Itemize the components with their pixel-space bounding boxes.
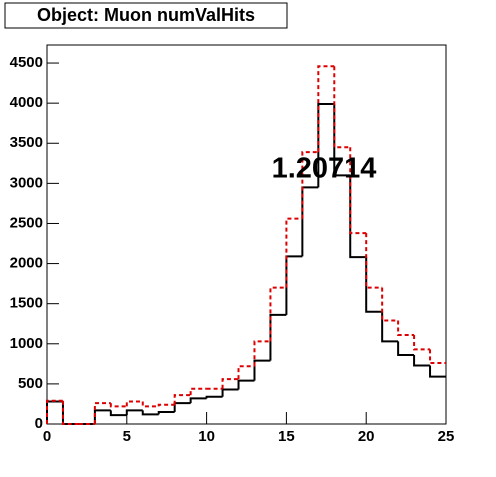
y-tick-label: 4000 (10, 94, 43, 111)
histogram-bin (333, 103, 351, 177)
y-tick-label: 500 (18, 375, 43, 392)
histogram-bin (429, 365, 446, 378)
histogram-bin (141, 410, 159, 416)
histogram-bin (397, 341, 415, 357)
histogram-bin (157, 403, 175, 407)
y-tick-label: 2500 (10, 214, 43, 231)
histogram-bin (269, 286, 287, 342)
histogram-bin (285, 217, 303, 288)
histogram-bin (205, 395, 223, 399)
histogram-bin (189, 387, 207, 396)
histogram-bin (141, 401, 159, 408)
x-tick-label: 5 (123, 428, 131, 445)
frame (46, 44, 447, 425)
histogram-bin (365, 233, 383, 289)
x-tick-label: 10 (198, 428, 215, 445)
histogram-bin (317, 102, 335, 188)
chart-title: Object: Muon numValHits (37, 5, 255, 25)
x-tick-label: 15 (278, 428, 295, 445)
y-tick-label: 3500 (10, 134, 43, 151)
histogram-bin (301, 151, 319, 219)
histogram-bin (125, 409, 143, 416)
histogram-bin (269, 313, 287, 361)
histogram-bin (397, 320, 415, 336)
histogram-bin (317, 65, 335, 153)
histogram-bin (93, 402, 111, 424)
x-tick-label: 0 (43, 428, 51, 445)
histogram-bin (333, 66, 351, 149)
histogram-bin (237, 379, 255, 390)
histogram-bin (61, 400, 79, 425)
histogram-bin (253, 359, 271, 381)
histogram-bin (381, 287, 399, 322)
title-box (4, 2, 288, 29)
y-tick-label: 3000 (10, 174, 43, 191)
histogram-bin (125, 400, 143, 407)
histogram-bin (381, 311, 399, 343)
histogram-bin (221, 378, 239, 389)
histogram-bin (189, 397, 207, 404)
histogram-bin (349, 147, 367, 235)
histogram-bin (46, 399, 63, 424)
histogram-bin (157, 410, 175, 415)
histogram-bin (413, 355, 431, 367)
annotation: 1.20714 (272, 153, 377, 185)
y-tick-label: 1000 (10, 335, 43, 352)
histogram-bin (429, 349, 446, 365)
y-tick-label: 0 (35, 415, 43, 432)
histogram-bin (413, 334, 431, 351)
histogram-bin (237, 365, 255, 380)
histogram-bin (109, 403, 127, 408)
histogram-bin (349, 175, 367, 259)
x-tick-label: 25 (438, 428, 455, 445)
y-tick-label: 1500 (10, 295, 43, 312)
histogram-bin (109, 410, 127, 417)
x-tick-label: 20 (358, 428, 375, 445)
histogram-bin (173, 394, 191, 405)
histogram-bin (253, 340, 271, 367)
y-tick-label: 4500 (10, 54, 43, 71)
y-tick-label: 2000 (10, 255, 43, 272)
histogram-bin (93, 409, 111, 424)
